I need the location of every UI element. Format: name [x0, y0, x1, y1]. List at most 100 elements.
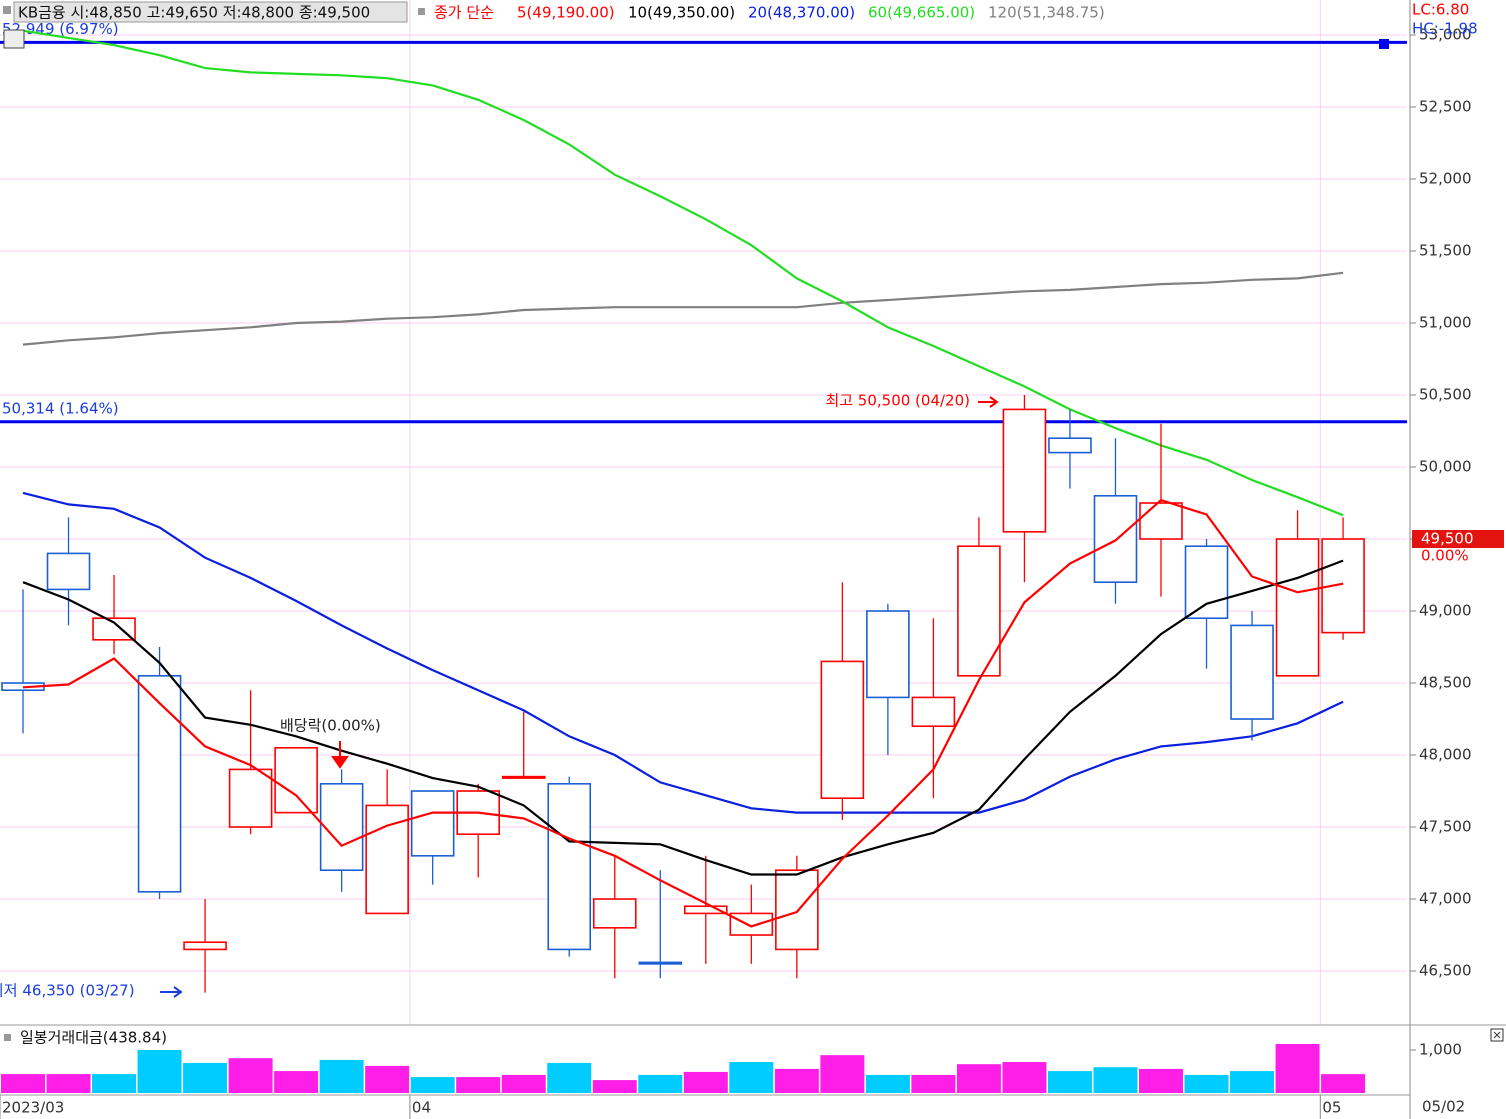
reference-label: 50,314 (1.64%) [2, 399, 119, 417]
plot: 52,949 (6.97%) 50,314 (1.64%) [0, 20, 1407, 993]
line-handle[interactable] [1379, 39, 1389, 49]
volume-bar [729, 1062, 774, 1093]
volume-bar [1047, 1071, 1092, 1093]
legend-entry: 60(49,665.00) [868, 4, 975, 22]
candle-body [866, 610, 910, 699]
volume-bar [592, 1080, 637, 1093]
y-tick-label: 47,500 [1419, 818, 1472, 836]
y-tick-label: 1,000 [1419, 1041, 1462, 1059]
volume-bar [865, 1074, 910, 1093]
change-label: 0.00% [1421, 547, 1469, 565]
volume-bar [1002, 1062, 1047, 1093]
volume-bar [638, 1074, 683, 1093]
lc-label: LC:6.80 [1412, 1, 1469, 19]
candle-body [1048, 437, 1092, 454]
volume-bar [410, 1077, 455, 1093]
candle-body [957, 545, 1001, 677]
volume-bar [1275, 1043, 1320, 1093]
y-tick-label: 50,000 [1419, 458, 1472, 476]
candle-body [638, 961, 683, 965]
candle-body [46, 552, 91, 591]
volume-bar [1, 1074, 45, 1093]
candle-body [1230, 624, 1274, 720]
legend-icon [4, 1034, 11, 1041]
moving-average-line [22, 29, 1344, 517]
candle-body [1275, 538, 1320, 677]
volume-bar [1321, 1074, 1366, 1093]
legend-entry: 10(49,350.00) [628, 4, 735, 22]
volume-bar [1093, 1067, 1138, 1093]
volume-panel: 1,000 [1, 1041, 1462, 1093]
volume-bar [1139, 1068, 1183, 1093]
legend-entry: 20(48,370.00) [748, 4, 855, 22]
candle-body [592, 898, 637, 929]
volume-bar [683, 1071, 728, 1093]
candle-body [729, 912, 774, 936]
volume-bar [774, 1068, 819, 1093]
y-tick-label: 48,000 [1419, 746, 1472, 764]
legend-icon [418, 8, 425, 15]
candle-body [1184, 545, 1229, 620]
ma-title: 종가 단순 [434, 4, 494, 22]
legend-entry: 120(51,348.75) [988, 4, 1105, 22]
candle-body [1321, 538, 1365, 634]
price-tag [1412, 530, 1504, 549]
volume-bar [319, 1059, 364, 1093]
volume-bar [1230, 1071, 1275, 1093]
candle-body [319, 783, 364, 872]
high-annotation: 최고 50,500 (04/20) [825, 392, 970, 410]
candle-body [1093, 495, 1138, 584]
candle-body [228, 768, 273, 828]
candle-body [92, 617, 136, 641]
volume-bar [820, 1055, 865, 1093]
candle-body [410, 790, 455, 857]
legend-icon [3, 6, 11, 14]
dividend-annotation: 배당락(0.00%) [280, 717, 381, 735]
moving-average-line [22, 559, 1344, 876]
volume-bar [274, 1071, 319, 1093]
volume-bar [547, 1062, 592, 1093]
y-tick-label: 51,500 [1419, 241, 1472, 259]
x-tick-label: 04 [412, 1099, 431, 1117]
volume-bar [365, 1065, 410, 1093]
volume-bar [137, 1050, 182, 1093]
close-icon [1493, 1031, 1501, 1039]
candle-body [1002, 408, 1047, 533]
moving-average-line [22, 498, 1344, 928]
volume-bar [911, 1074, 956, 1093]
moving-average-line [22, 491, 1344, 814]
y-tick-label: 50,500 [1419, 386, 1472, 404]
low-arrow [160, 986, 183, 998]
price-tag-label: 49,500 [1421, 530, 1474, 548]
title-box [13, 1, 408, 23]
volume-title: 일봉거래대금(438.84) [20, 1029, 167, 1047]
candle-body [820, 660, 865, 800]
y-tick-label: 52,500 [1419, 97, 1472, 115]
high-arrow [978, 396, 999, 408]
dividend-arrow [331, 741, 349, 769]
volume-bar [456, 1077, 501, 1093]
candle-body [911, 696, 956, 728]
x-tick-label: 05 [1322, 1099, 1341, 1117]
volume-bar [228, 1058, 273, 1093]
volume-bar [46, 1074, 91, 1093]
reference-label: 52,949 (6.97%) [2, 20, 119, 38]
legend-entry: 5(49,190.00) [517, 4, 615, 22]
y-tick-label: 48,500 [1419, 674, 1472, 692]
settings-button[interactable] [3, 29, 25, 49]
y-tick-label: 46,500 [1419, 962, 1472, 980]
volume-bar [92, 1074, 137, 1093]
volume-bar [501, 1074, 546, 1093]
candle-body [137, 675, 182, 893]
volume-bar [956, 1064, 1001, 1093]
volume-bar [1184, 1074, 1229, 1093]
y-tick-label: 53,000 [1419, 25, 1472, 43]
y-tick-label: 52,000 [1419, 169, 1472, 187]
title: KB금융 시:48,850 고:49,650 저:48,800 종:49,500 [18, 4, 370, 22]
low-annotation: 최저 46,350 (03/27) [0, 982, 135, 1000]
grid: 46,500 47,000 47,500 48,000 48,500 49,000 49,5… [0, 0, 1472, 1119]
moving-average-line [22, 271, 1344, 346]
volume-bar [183, 1062, 228, 1093]
